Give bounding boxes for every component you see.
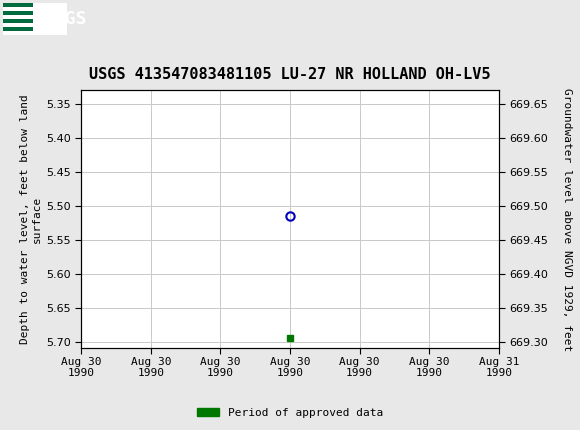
Bar — [3, 23, 33, 27]
Bar — [3, 3, 33, 35]
Text: USGS: USGS — [44, 10, 87, 28]
Title: USGS 413547083481105 LU-27 NR HOLLAND OH-LV5: USGS 413547083481105 LU-27 NR HOLLAND OH… — [89, 67, 491, 82]
Y-axis label: Groundwater level above NGVD 1929, feet: Groundwater level above NGVD 1929, feet — [562, 88, 572, 351]
Bar — [3, 31, 33, 35]
Legend: Period of approved data: Period of approved data — [193, 403, 387, 422]
Y-axis label: Depth to water level, feet below land
surface: Depth to water level, feet below land su… — [20, 95, 42, 344]
Bar — [3, 15, 33, 19]
Bar — [3, 7, 33, 11]
FancyBboxPatch shape — [3, 3, 67, 35]
